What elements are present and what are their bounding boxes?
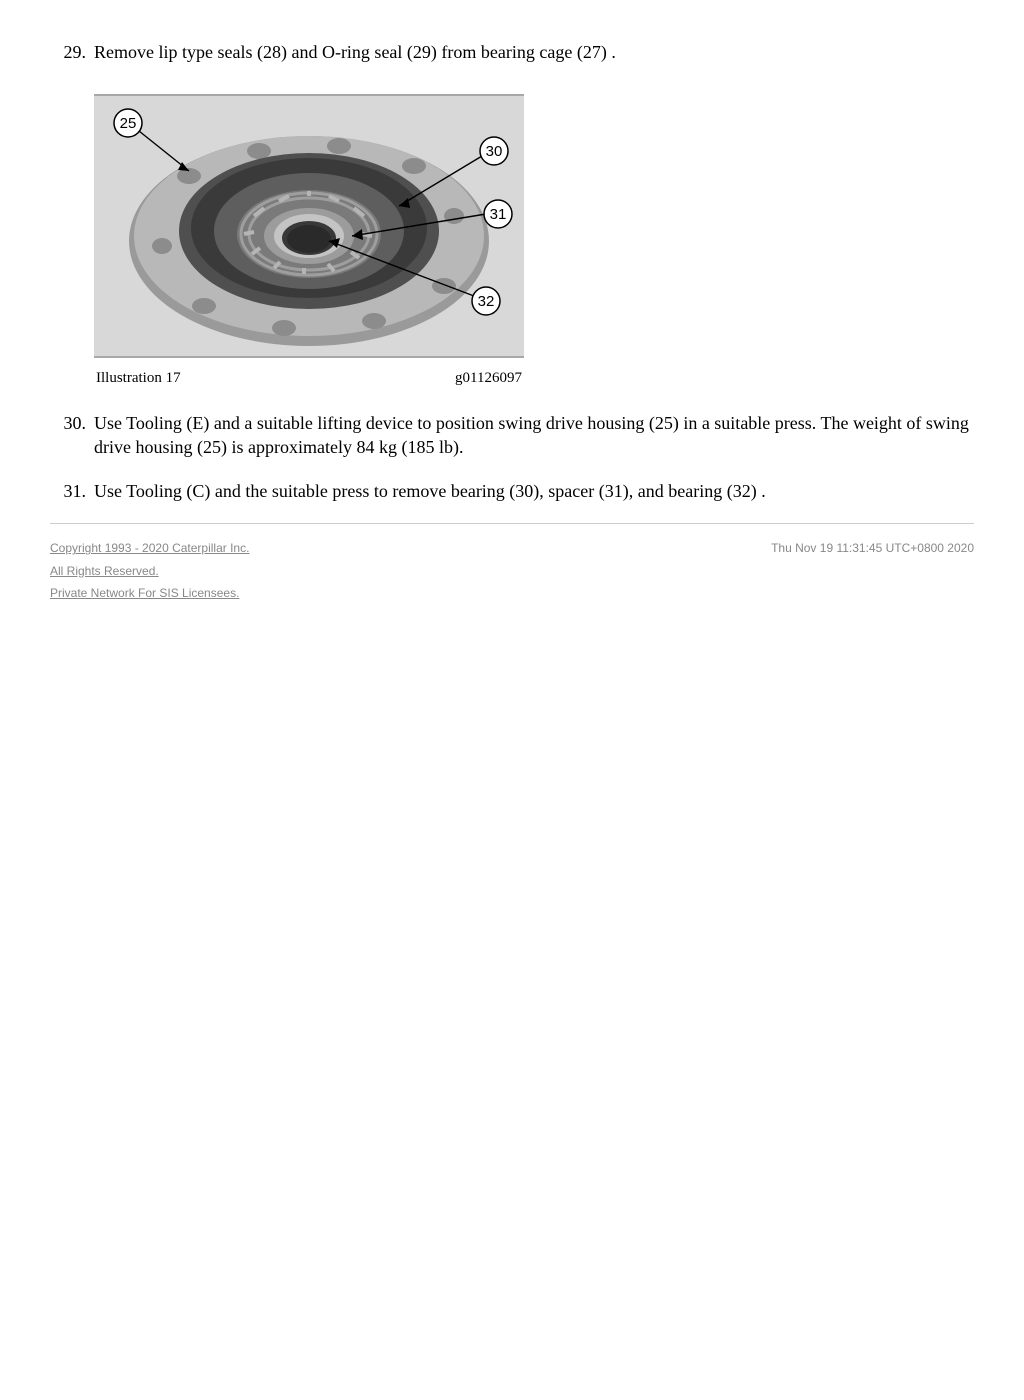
step-number: 30. (50, 411, 94, 460)
step-30: 30. Use Tooling (E) and a suitable lifti… (50, 411, 974, 460)
step-31: 31. Use Tooling (C) and the suitable pre… (50, 479, 974, 503)
illustration-caption: Illustration 17 g01126097 (94, 368, 524, 400)
footer-network-link[interactable]: Private Network For SIS Licensees. (50, 585, 249, 601)
step-number: 31. (50, 479, 94, 503)
step-text: Remove lip type seals (28) and O-ring se… (94, 40, 974, 64)
footer-links: Copyright 1993 - 2020 Caterpillar Inc. A… (50, 540, 249, 607)
footer-copyright-link[interactable]: Copyright 1993 - 2020 Caterpillar Inc. (50, 540, 249, 556)
step-text: Use Tooling (E) and a suitable lifting d… (94, 411, 974, 460)
illustration-image: 25 30 31 32 (94, 96, 524, 356)
step-number: 29. (50, 40, 94, 64)
page-footer: Copyright 1993 - 2020 Caterpillar Inc. A… (50, 540, 974, 607)
footer-timestamp: Thu Nov 19 11:31:45 UTC+0800 2020 (771, 540, 974, 607)
illustration-frame: 25 30 31 32 (94, 94, 524, 358)
footer-rights-link[interactable]: All Rights Reserved. (50, 563, 249, 579)
step-text: Use Tooling (C) and the suitable press t… (94, 479, 974, 503)
callout-31: 31 (490, 206, 507, 223)
callout-30: 30 (486, 143, 503, 160)
illustration-17: 25 30 31 32 Illustration 17 g01126097 (94, 94, 524, 400)
callout-25: 25 (120, 115, 137, 132)
illustration-code: g01126097 (455, 368, 522, 388)
footer-divider (50, 523, 974, 524)
step-29: 29. Remove lip type seals (28) and O-rin… (50, 40, 974, 64)
callout-32: 32 (478, 293, 495, 310)
illustration-label: Illustration 17 (96, 368, 181, 388)
